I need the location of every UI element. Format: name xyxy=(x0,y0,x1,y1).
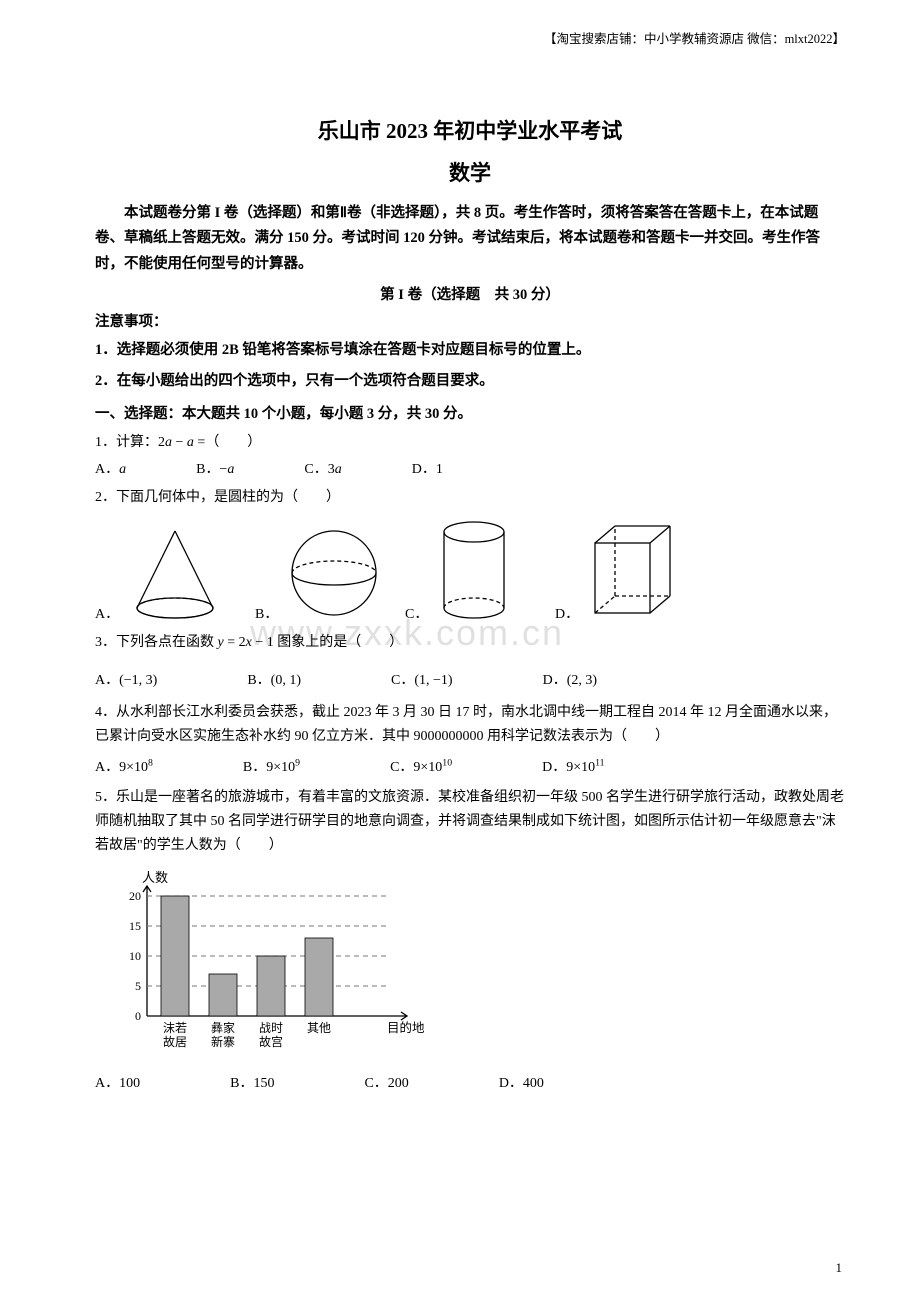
svg-text:10: 10 xyxy=(129,949,141,963)
header-source-text: 【淘宝搜索店铺：中小学教辅资源店 微信：mlxt2022】 xyxy=(544,28,845,47)
q5-opt-c: C．200 xyxy=(364,1072,408,1092)
svg-text:战时: 战时 xyxy=(259,1021,283,1035)
svg-text:新寨: 新寨 xyxy=(211,1034,235,1049)
q4-opt-b: B．9×109 xyxy=(243,756,300,776)
question-4: 4．从水利部长江水利委员会获悉，截止 2023 年 3 月 30 日 17 时，… xyxy=(95,701,845,749)
question-4-options: A．9×108 B．9×109 C．9×1010 D．9×1011 xyxy=(95,756,845,776)
question-3: 3．下列各点在函数 y = 2x − 1 图象上的是（ ） xyxy=(95,631,845,655)
q5-opt-a: A．100 xyxy=(95,1072,140,1092)
q3-opt-d: D．(2, 3) xyxy=(543,669,597,689)
intro-paragraph: 本试题卷分第 I 卷（选择题）和第Ⅱ卷（非选择题），共 8 页。考生作答时，须将… xyxy=(95,201,845,277)
q5-opt-b: B．150 xyxy=(230,1072,274,1092)
notice-title: 注意事项： xyxy=(95,310,845,331)
svg-text:彝家: 彝家 xyxy=(211,1020,235,1035)
q2-label-d: D． xyxy=(555,603,579,623)
svg-text:20: 20 xyxy=(129,889,141,903)
q1-opt-b: B．−a xyxy=(196,458,234,478)
q2-label-b: B． xyxy=(255,603,278,623)
svg-text:故居: 故居 xyxy=(163,1034,187,1049)
notice-item-2: 2．在每小题给出的四个选项中，只有一个选项符合题目要求。 xyxy=(95,370,845,393)
q4-opt-c: C．9×1010 xyxy=(390,756,452,776)
q2-label-c: C． xyxy=(405,603,428,623)
question-2: 2．下面几何体中，是圆柱的为（ ） xyxy=(95,486,845,510)
q1-opt-d: D．1 xyxy=(412,458,443,478)
cylinder-icon xyxy=(434,518,514,623)
exam-title: 乐山市 2023 年初中学业水平考试 xyxy=(95,115,845,145)
section1-desc: 一、选择题：本大题共 10 个小题，每小题 3 分，共 30 分。 xyxy=(95,402,845,423)
q3-opt-b: B．(0, 1) xyxy=(247,669,301,689)
q1-opt-c: C．3a xyxy=(304,458,341,478)
svg-text:15: 15 xyxy=(129,919,141,933)
svg-text:故宫: 故宫 xyxy=(259,1034,283,1049)
bar-chart: 人数 0 5 10 15 20 沫若故居 彝家新寨 战时故宫 其他 目的地 xyxy=(105,866,845,1066)
svg-text:其他: 其他 xyxy=(307,1021,331,1035)
page-number: 1 xyxy=(836,1260,843,1276)
svg-text:5: 5 xyxy=(135,979,141,993)
notice-item-1: 1．选择题必须使用 2B 铅笔将答案标号填涂在答题卡对应题目标号的位置上。 xyxy=(95,339,845,362)
sphere-icon xyxy=(284,523,384,623)
question-1: 1．计算：2a − a =（ ） xyxy=(95,431,845,455)
q4-opt-d: D．9×1011 xyxy=(542,756,604,776)
question-1-text: 1．计算：2a − a =（ ） xyxy=(95,435,261,450)
q5-opt-d: D．400 xyxy=(499,1072,544,1092)
q3-opt-c: C．(1, −1) xyxy=(391,669,453,689)
q2-label-a: A． xyxy=(95,603,119,623)
svg-text:人数: 人数 xyxy=(142,870,168,885)
svg-text:0: 0 xyxy=(135,1009,141,1023)
question-1-options: A．a B．−a C．3a D．1 xyxy=(95,458,845,478)
q3-opt-a: A．(−1, 3) xyxy=(95,669,157,689)
subject-title: 数学 xyxy=(95,157,845,187)
question-2-shapes: A． B． C． xyxy=(95,518,845,623)
svg-text:沫若: 沫若 xyxy=(163,1021,187,1035)
svg-text:目的地: 目的地 xyxy=(387,1020,425,1035)
question-5-options: A．100 B．150 C．200 D．400 xyxy=(95,1072,845,1092)
question-3-options: A．(−1, 3) B．(0, 1) C．(1, −1) D．(2, 3) xyxy=(95,669,845,689)
cone-icon xyxy=(125,523,225,623)
section1-header: 第 I 卷（选择题 共 30 分） xyxy=(95,283,845,304)
q1-opt-a: A．a xyxy=(95,458,126,478)
cuboid-icon xyxy=(585,518,680,623)
question-5: 5．乐山是一座著名的旅游城市，有着丰富的文旅资源．某校准备组织初一年级 500 … xyxy=(95,786,845,857)
q4-opt-a: A．9×108 xyxy=(95,756,153,776)
